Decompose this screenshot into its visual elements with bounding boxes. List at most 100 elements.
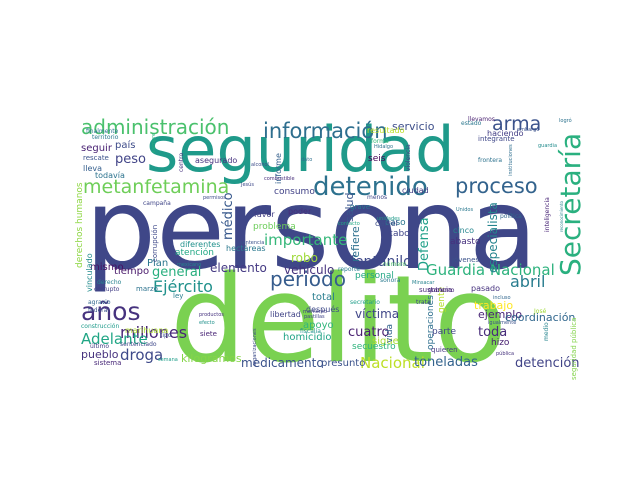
word-minsacar: Minsacar bbox=[412, 280, 435, 286]
word-nacional: Nacional bbox=[360, 354, 425, 372]
word-permisos: permisos bbox=[203, 195, 226, 201]
word-sentencia: sentencia bbox=[240, 240, 264, 246]
word-dato: dato bbox=[301, 157, 312, 163]
word-momento: momento bbox=[303, 309, 327, 315]
word-defensa: Defensa bbox=[417, 217, 432, 271]
word-atención: atención bbox=[175, 247, 214, 258]
word-consumo: consumo bbox=[274, 187, 315, 197]
word-sistema: sistema bbox=[94, 359, 121, 367]
word-quieren: quieren bbox=[431, 346, 458, 354]
word-mismo: mismo bbox=[90, 262, 124, 273]
word-personal: personal bbox=[355, 271, 394, 281]
word-fentanilo: fentanilo bbox=[350, 254, 412, 270]
word-guardia-nacional: Guardia Nacional bbox=[426, 261, 555, 279]
word-resultado: resultado bbox=[367, 126, 405, 135]
word-vida: vida bbox=[385, 324, 395, 343]
word-hizo: hizo bbox=[491, 338, 510, 348]
word-menos: menos bbox=[367, 194, 387, 201]
word-construcción: construcción bbox=[81, 323, 119, 330]
word-peso: peso bbox=[115, 152, 146, 167]
word-embargo: embargo bbox=[517, 127, 539, 133]
word-diferentes: diferentes bbox=[180, 240, 220, 249]
word-gente: gente bbox=[437, 287, 447, 313]
word-sonora: sonora bbox=[380, 277, 401, 284]
word-víctima: víctima bbox=[355, 307, 399, 321]
word-libertad: libertad bbox=[270, 310, 301, 319]
word-parte: parte bbox=[432, 327, 456, 337]
word-trabajo: trabajo bbox=[474, 299, 513, 312]
word-adelante: Adelante bbox=[81, 330, 148, 348]
word-poder: poder bbox=[288, 207, 312, 216]
word-secretaría: Secretaría bbox=[554, 133, 587, 276]
word-seis: seis bbox=[368, 154, 386, 164]
word-toneladas: toneladas bbox=[414, 355, 478, 370]
word-marzo: marzo bbox=[136, 285, 158, 293]
word-grave: grave bbox=[350, 203, 370, 211]
word-ejército: Ejército bbox=[153, 277, 213, 296]
word-federal: federal bbox=[88, 307, 109, 314]
word-persona: persona bbox=[85, 165, 538, 295]
word-lleva: lleva bbox=[83, 164, 102, 173]
word-contacto: contacto bbox=[338, 221, 360, 227]
word-siempre: siempre bbox=[151, 133, 157, 153]
word-seguridad: seguridad bbox=[146, 113, 455, 186]
word-seguir: seguir bbox=[81, 143, 113, 154]
word-abasto: abasto bbox=[450, 237, 481, 247]
word-refiere: refiere bbox=[349, 226, 362, 262]
word-ejemplo: ejemplo bbox=[478, 308, 522, 321]
word-forma: forma bbox=[371, 138, 389, 145]
word-reporte: reporte bbox=[338, 266, 360, 273]
word-vinculado: vinculado bbox=[85, 253, 94, 292]
word-ley: ley bbox=[173, 292, 183, 300]
word-plan: Plan bbox=[147, 258, 168, 269]
word-fiscalía: fiscalía bbox=[300, 328, 321, 335]
word-general: general bbox=[152, 265, 201, 280]
word-organizaciones: organizaciones bbox=[252, 328, 258, 366]
word-trata: trata bbox=[416, 299, 431, 306]
word-jóvenes: jóvenes bbox=[451, 256, 479, 264]
word-coordinación: coordinación bbox=[505, 311, 575, 324]
word-proceso: proceso bbox=[455, 174, 538, 198]
word-detenido: detenido bbox=[313, 172, 428, 202]
word-hectáreas: hectáreas bbox=[226, 244, 266, 253]
word-corrupto: corrupto bbox=[94, 286, 120, 293]
word-estado: estado bbox=[461, 120, 482, 127]
word-cinco: cinco bbox=[453, 226, 474, 235]
word-agravio: agravio bbox=[88, 299, 111, 306]
word-asegurado: asegurado bbox=[195, 156, 237, 165]
word-presunto: presunto bbox=[321, 358, 365, 369]
word-importante: importante bbox=[264, 231, 347, 249]
word-operaciones: operaciones bbox=[426, 295, 436, 350]
word-arma: arma bbox=[492, 113, 541, 135]
word-detención: detención bbox=[515, 356, 580, 371]
word-secretario: secretario bbox=[350, 299, 380, 306]
word-campaña: campaña bbox=[143, 200, 171, 207]
word-administración: administración bbox=[81, 115, 229, 139]
word-mexicano: mexicano bbox=[177, 262, 201, 268]
word-años: años bbox=[81, 297, 141, 326]
word-pasado: pasado bbox=[471, 284, 500, 293]
word-rescate: rescate bbox=[83, 154, 109, 162]
word-gobierno: gobierno bbox=[428, 287, 455, 294]
word-pública: pública bbox=[496, 350, 514, 357]
word-inteligencia: inteligencia bbox=[544, 197, 551, 232]
word-servicio: servicio bbox=[392, 120, 435, 133]
word-favor: favor bbox=[254, 210, 275, 219]
word-droga: droga bbox=[120, 346, 163, 364]
word-problema: problema bbox=[253, 222, 296, 232]
word-efecto: efecto bbox=[199, 320, 215, 326]
word-sustancia: sustancia bbox=[419, 286, 452, 294]
word-elemento: elemento bbox=[210, 261, 267, 275]
word-centro: centro bbox=[178, 153, 185, 172]
word-josé: José bbox=[533, 308, 547, 315]
word-apoyo: apoyo bbox=[303, 320, 334, 331]
word-incluso: incluso bbox=[493, 295, 511, 301]
word-sigue: sigue bbox=[372, 336, 399, 347]
word-unidos: Unidos bbox=[456, 207, 473, 213]
word-cabo: cabo bbox=[388, 229, 410, 239]
word-siete: siete bbox=[200, 330, 217, 338]
word-logró: logró bbox=[559, 117, 572, 124]
word-política: política bbox=[500, 213, 522, 220]
word-tipo: tipo bbox=[160, 332, 172, 339]
